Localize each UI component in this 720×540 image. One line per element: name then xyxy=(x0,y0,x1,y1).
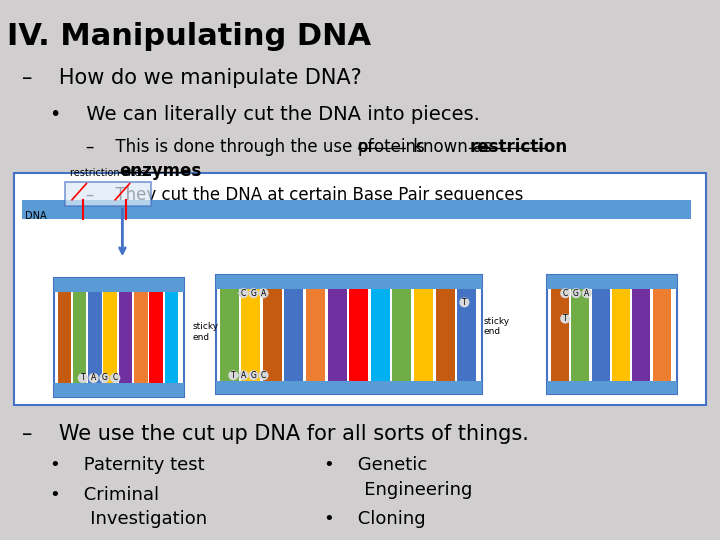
FancyBboxPatch shape xyxy=(58,292,71,383)
Text: A: A xyxy=(91,374,96,382)
FancyBboxPatch shape xyxy=(65,182,151,206)
FancyBboxPatch shape xyxy=(14,173,706,405)
Text: sticky
end: sticky end xyxy=(193,322,219,342)
FancyBboxPatch shape xyxy=(547,275,677,289)
FancyBboxPatch shape xyxy=(284,289,303,381)
Text: proteins: proteins xyxy=(358,138,426,156)
FancyBboxPatch shape xyxy=(263,289,282,381)
Text: A: A xyxy=(584,289,590,298)
FancyBboxPatch shape xyxy=(89,292,102,383)
FancyBboxPatch shape xyxy=(220,289,238,381)
Text: restriction: restriction xyxy=(469,138,567,156)
Text: G: G xyxy=(251,371,256,380)
FancyBboxPatch shape xyxy=(73,292,86,383)
Text: IV. Manipulating DNA: IV. Manipulating DNA xyxy=(7,22,372,51)
FancyBboxPatch shape xyxy=(216,275,482,394)
Text: T: T xyxy=(462,298,467,307)
Text: T: T xyxy=(231,371,235,380)
FancyBboxPatch shape xyxy=(119,292,132,383)
FancyBboxPatch shape xyxy=(547,381,677,394)
Text: •    Paternity test: • Paternity test xyxy=(50,456,205,474)
FancyBboxPatch shape xyxy=(54,383,184,397)
FancyBboxPatch shape xyxy=(632,289,650,381)
Text: G: G xyxy=(251,289,256,298)
Text: restriction sites: restriction sites xyxy=(70,168,146,178)
FancyBboxPatch shape xyxy=(349,289,368,381)
FancyBboxPatch shape xyxy=(216,275,482,289)
Text: C: C xyxy=(112,374,118,382)
Text: A: A xyxy=(261,289,266,298)
FancyBboxPatch shape xyxy=(547,275,677,394)
Text: •    We can literally cut the DNA into pieces.: • We can literally cut the DNA into piec… xyxy=(50,105,480,124)
Text: DNA: DNA xyxy=(25,211,47,221)
FancyBboxPatch shape xyxy=(571,289,589,381)
FancyBboxPatch shape xyxy=(54,278,184,292)
Text: C: C xyxy=(261,371,266,380)
FancyBboxPatch shape xyxy=(150,292,163,383)
Text: enzymes: enzymes xyxy=(119,162,201,180)
FancyBboxPatch shape xyxy=(592,289,610,381)
FancyBboxPatch shape xyxy=(414,289,433,381)
FancyBboxPatch shape xyxy=(653,289,671,381)
Text: C: C xyxy=(240,289,246,298)
Text: –    They cut the DNA at certain Base Pair sequences: – They cut the DNA at certain Base Pair … xyxy=(86,186,523,204)
Text: G: G xyxy=(573,289,579,298)
FancyBboxPatch shape xyxy=(54,278,184,397)
FancyBboxPatch shape xyxy=(457,289,476,381)
FancyBboxPatch shape xyxy=(371,289,390,381)
FancyBboxPatch shape xyxy=(165,292,178,383)
Text: known as: known as xyxy=(408,138,498,156)
Text: –    This is done through the use of: – This is done through the use of xyxy=(86,138,379,156)
Text: Engineering: Engineering xyxy=(324,481,472,498)
FancyBboxPatch shape xyxy=(241,289,260,381)
FancyBboxPatch shape xyxy=(306,289,325,381)
Text: –    How do we manipulate DNA?: – How do we manipulate DNA? xyxy=(22,68,361,87)
FancyBboxPatch shape xyxy=(22,200,691,219)
Text: C: C xyxy=(562,289,568,298)
Text: Investigation: Investigation xyxy=(50,510,207,528)
FancyBboxPatch shape xyxy=(551,289,569,381)
FancyBboxPatch shape xyxy=(436,289,454,381)
FancyBboxPatch shape xyxy=(612,289,630,381)
FancyBboxPatch shape xyxy=(216,381,482,394)
Text: T: T xyxy=(81,374,85,382)
Text: sticky
end: sticky end xyxy=(484,317,510,336)
FancyBboxPatch shape xyxy=(392,289,411,381)
FancyBboxPatch shape xyxy=(134,292,148,383)
Text: –    We use the cut up DNA for all sorts of things.: – We use the cut up DNA for all sorts of… xyxy=(22,424,528,444)
FancyBboxPatch shape xyxy=(328,289,346,381)
Text: T: T xyxy=(563,314,567,323)
Text: A: A xyxy=(240,371,246,380)
Text: •    Cloning: • Cloning xyxy=(324,510,426,528)
Text: •    Genetic: • Genetic xyxy=(324,456,427,474)
Text: G: G xyxy=(102,374,107,382)
FancyBboxPatch shape xyxy=(104,292,117,383)
Text: •    Criminal: • Criminal xyxy=(50,486,160,504)
